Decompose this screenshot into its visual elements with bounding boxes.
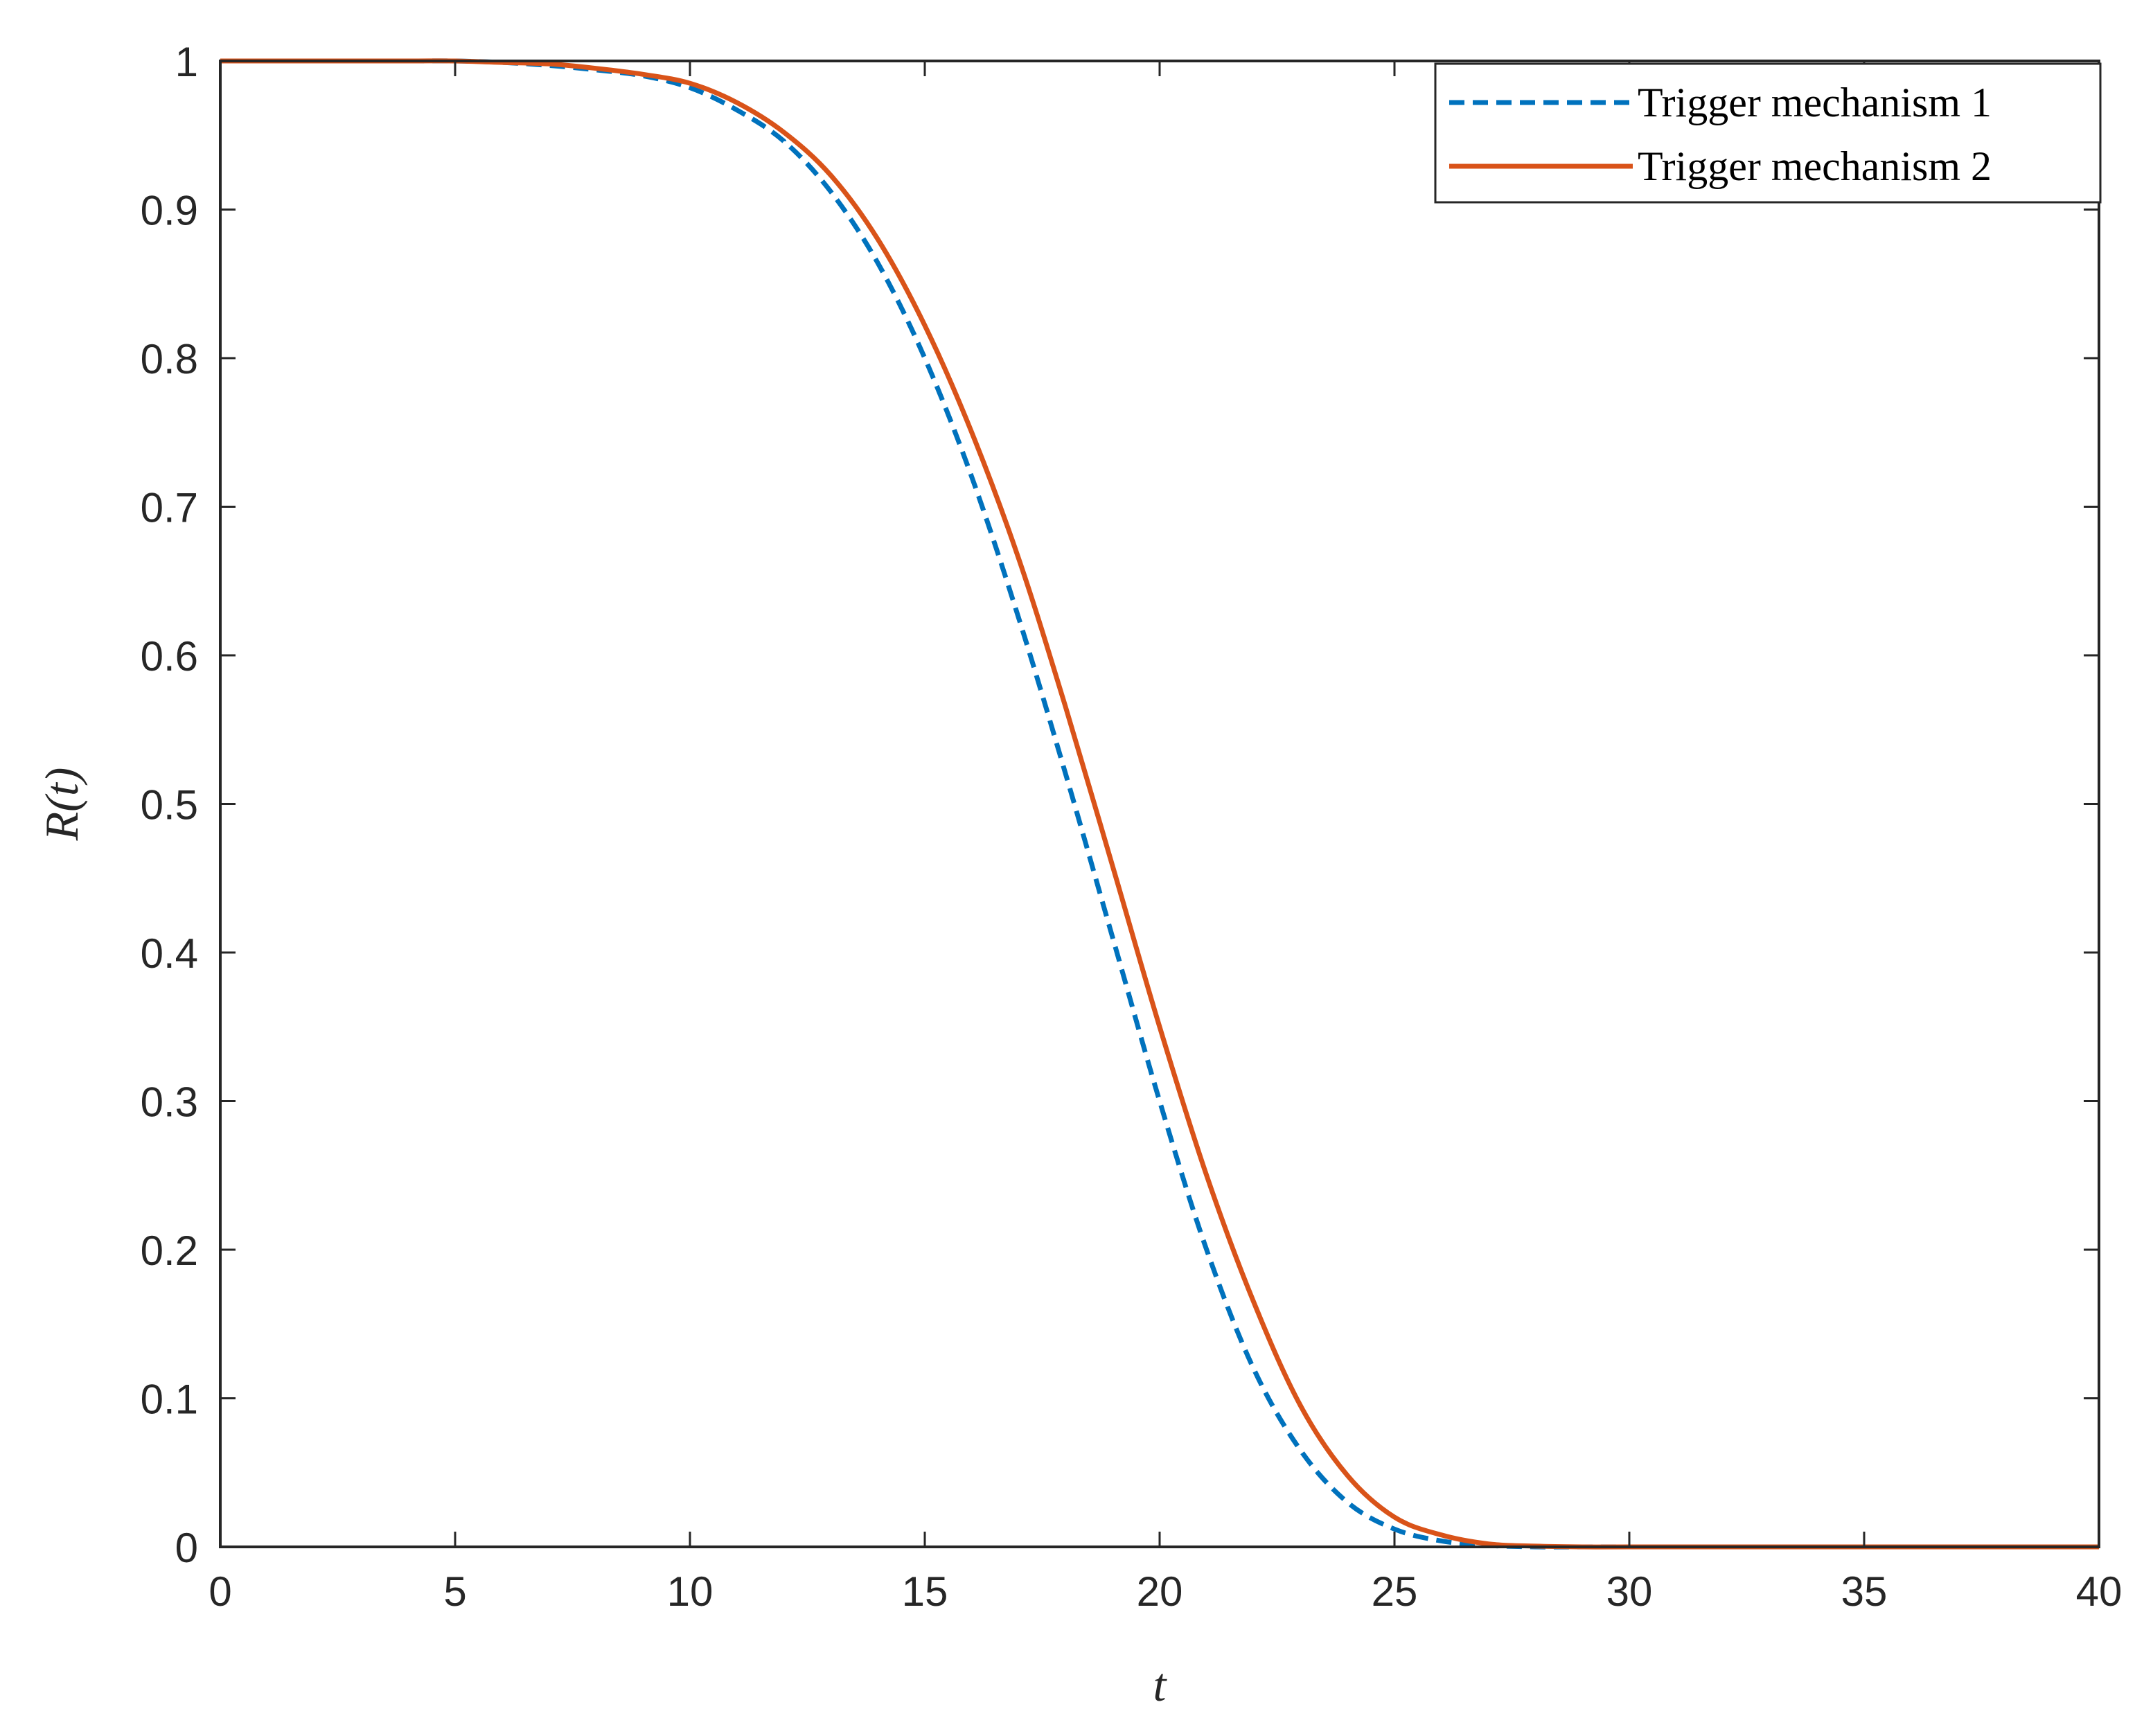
y-tick-label: 1 [175,39,198,85]
legend-box [1434,62,2102,204]
series-line-1 [220,58,2099,1550]
y-tick-label: 0 [175,1525,198,1571]
y-axis-label: R(t) [35,768,88,842]
x-tick-label: 10 [667,1568,714,1615]
y-axis-label-group: R(t) [35,768,88,842]
x-tick-label: 0 [209,1568,231,1615]
legend-label-series-1: Trigger mechanism 1 [1638,80,1992,125]
y-tick-label: 0.6 [141,633,198,680]
y-tick-label: 0.3 [141,1079,198,1126]
y-tick-label: 0.4 [141,930,198,977]
y-tick-label: 0.2 [141,1228,198,1274]
legend-label-series-2: Trigger mechanism 2 [1638,143,1992,189]
y-tick-label: 0.9 [141,188,198,234]
x-tick-label: 40 [2076,1568,2123,1615]
y-tick-label: 0.5 [141,782,198,829]
y-tick-label: 0.7 [141,485,198,531]
x-tick-label: 15 [902,1568,948,1615]
legend: Trigger mechanism 1 Trigger mechanism 2 [1434,62,2102,204]
x-tick-label: 20 [1137,1568,1183,1615]
y-tick-label: 0.8 [141,336,198,382]
y-tick-label: 0.1 [141,1376,198,1423]
x-tick-label: 5 [443,1568,466,1615]
x-tick-label: 35 [1841,1568,1888,1615]
x-axis-label: t [1153,1658,1168,1711]
x-tick-label: 30 [1606,1568,1653,1615]
x-tick-label: 25 [1372,1568,1418,1615]
ticks-layer: 0 5 10 15 20 25 30 35 40 0 0.1 0.2 0.3 0.4 0.5 0.6 0.7 0.… [141,39,2123,1615]
